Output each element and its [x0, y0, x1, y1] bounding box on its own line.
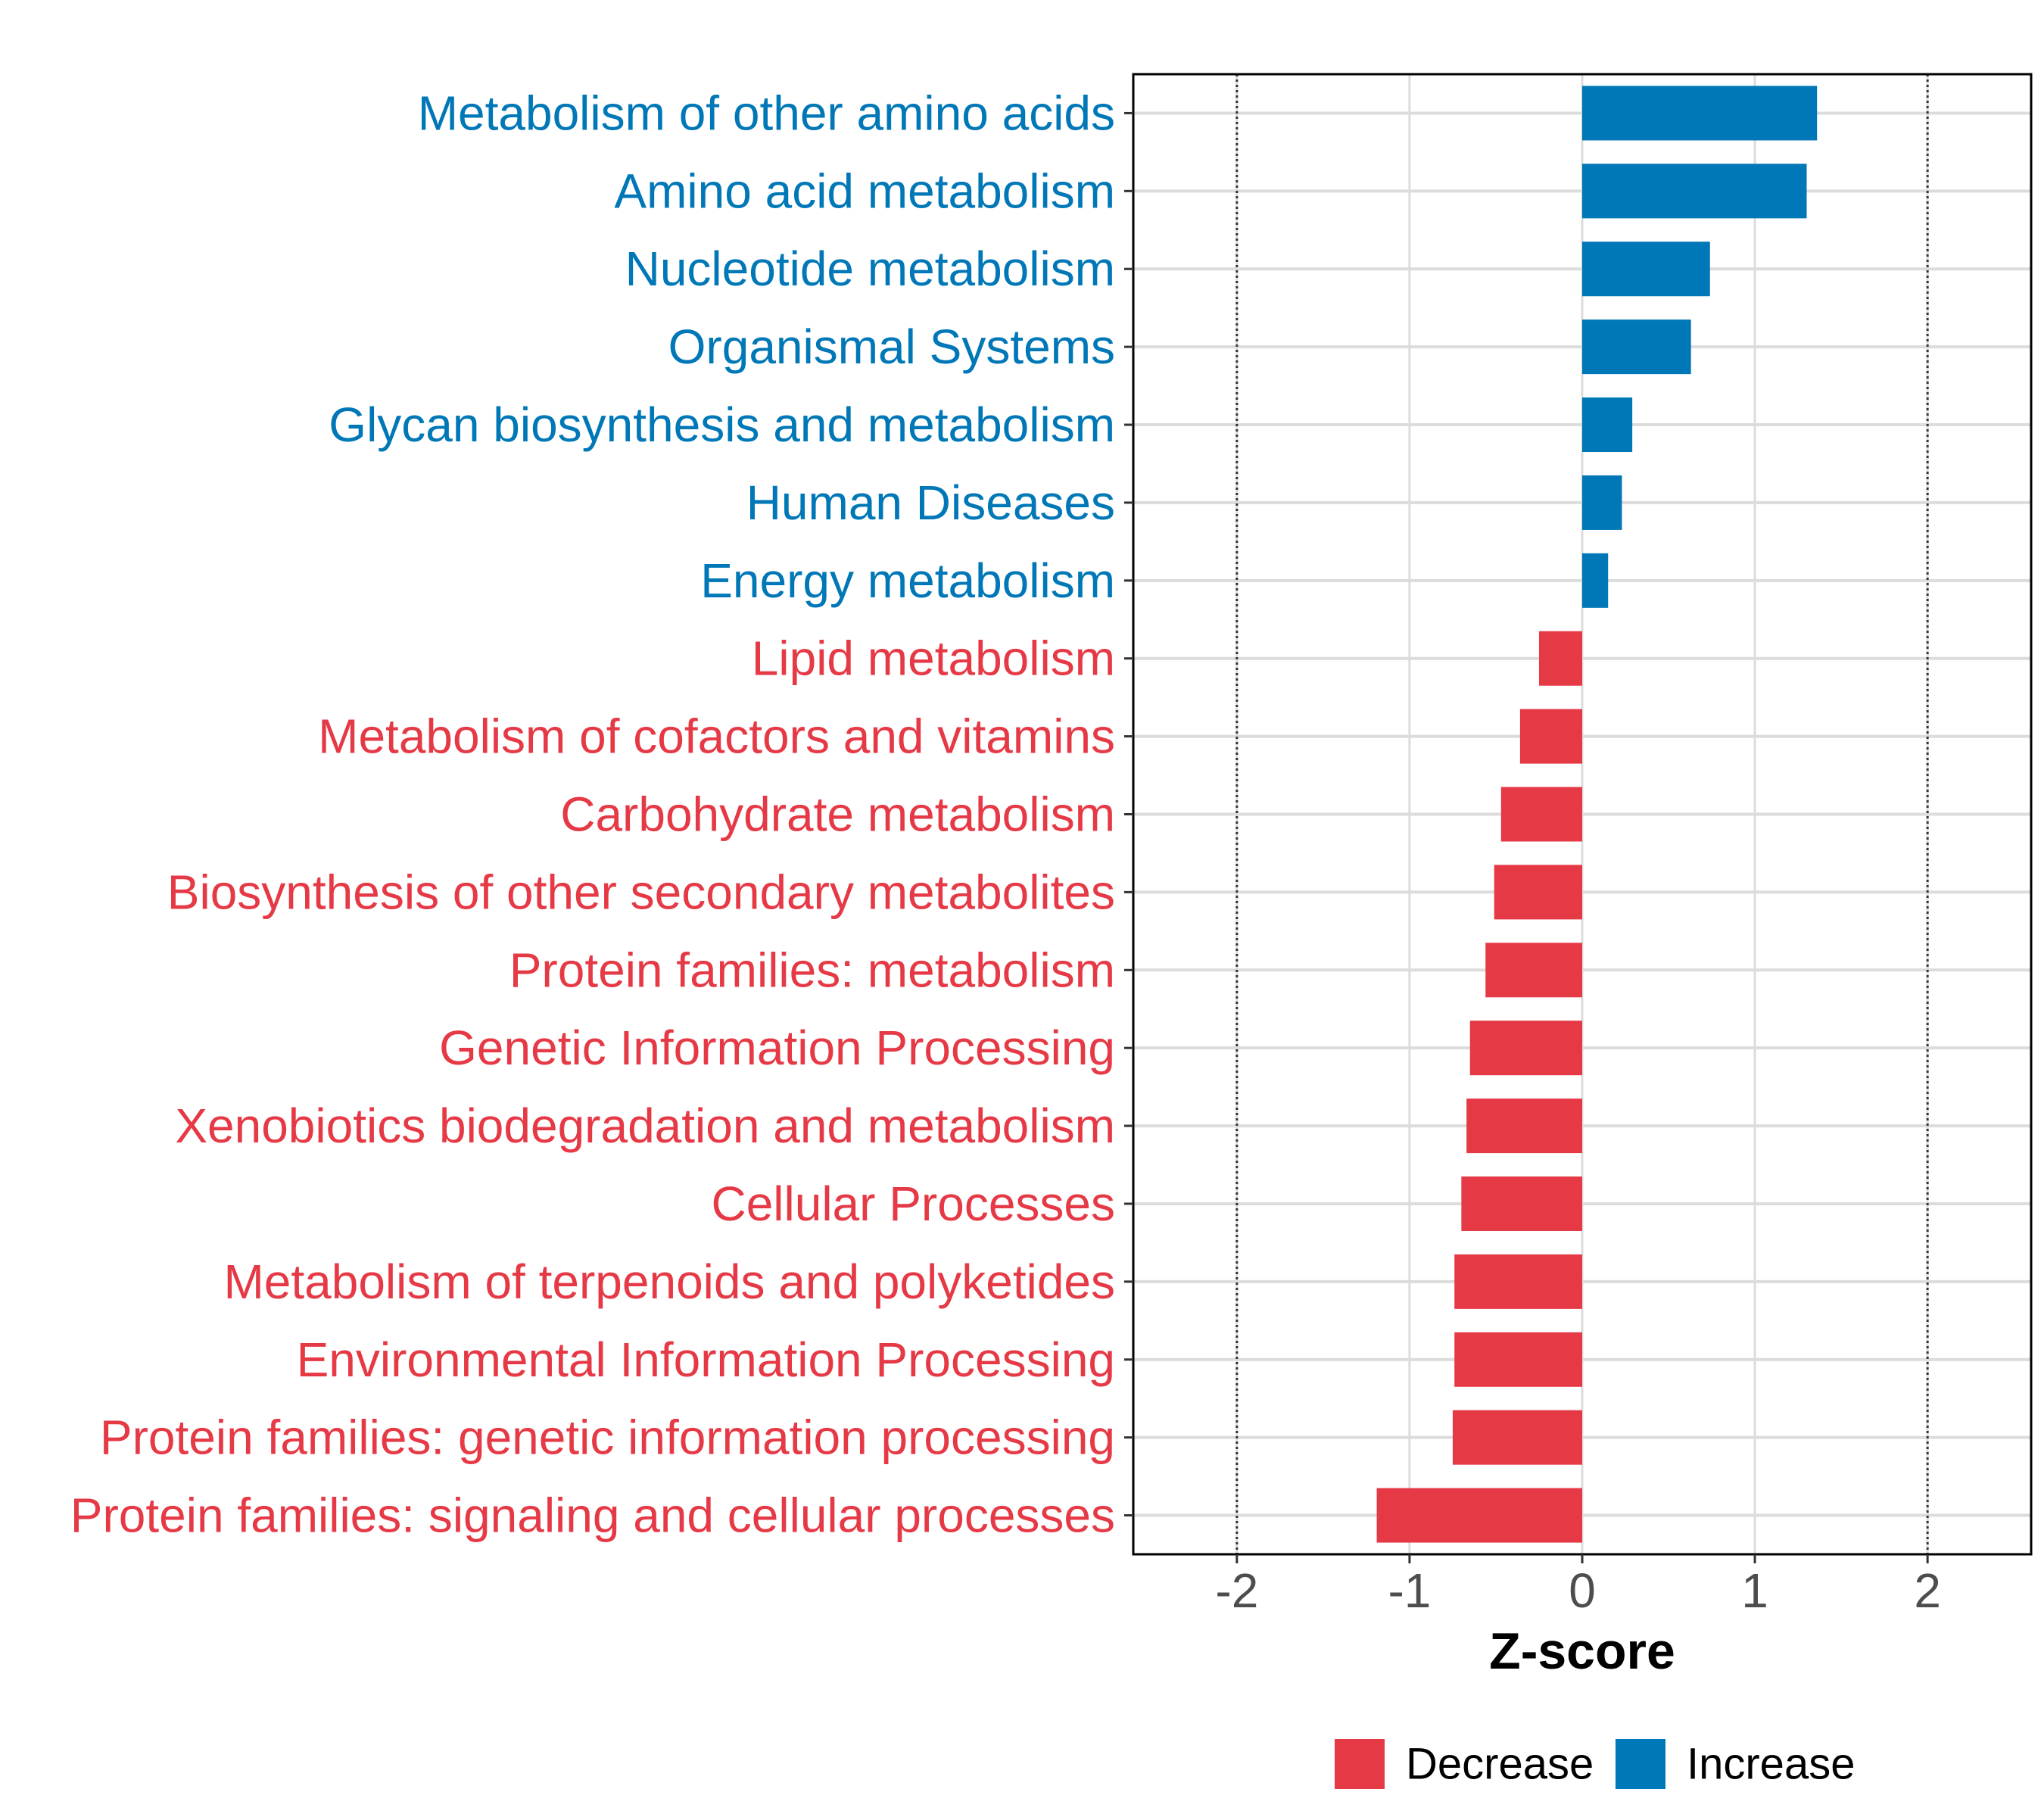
category-label: Lipid metabolism — [752, 631, 1115, 686]
category-label: Metabolism of cofactors and vitamins — [318, 709, 1115, 764]
category-label: Metabolism of terpenoids and polyketides — [223, 1254, 1115, 1309]
bar — [1494, 865, 1582, 920]
bar — [1452, 1410, 1582, 1465]
bar — [1485, 943, 1582, 998]
category-label: Environmental Information Processing — [297, 1332, 1115, 1387]
category-label: Biosynthesis of other secondary metaboli… — [167, 865, 1115, 919]
bar — [1454, 1254, 1582, 1309]
bar — [1538, 631, 1582, 686]
category-label: Protein families: signaling and cellular… — [70, 1488, 1115, 1543]
category-label: Glycan biosynthesis and metabolism — [329, 397, 1115, 452]
category-label: Organismal Systems — [668, 319, 1115, 374]
legend-key-increase — [1616, 1739, 1665, 1789]
x-tick-label: 1 — [1741, 1563, 1768, 1618]
bars — [1376, 86, 1818, 1543]
bar — [1376, 1488, 1582, 1543]
bar — [1582, 319, 1691, 375]
bar — [1519, 709, 1582, 764]
category-label: Nucleotide metabolism — [625, 242, 1115, 296]
legend: Decrease Increase — [1335, 1739, 1855, 1789]
category-label: Xenobiotics biodegradation and metabolis… — [175, 1099, 1115, 1153]
legend-label-increase: Increase — [1687, 1740, 1855, 1789]
category-label: Amino acid metabolism — [614, 164, 1115, 218]
bar — [1469, 1021, 1582, 1076]
legend-label-decrease: Decrease — [1406, 1740, 1594, 1789]
bar — [1582, 475, 1622, 530]
x-tick-label: 0 — [1569, 1563, 1596, 1618]
x-tick-label: 2 — [1914, 1563, 1941, 1618]
x-axis-ticks: -2 -1 0 1 2 — [1215, 1554, 1941, 1618]
bar — [1500, 787, 1582, 842]
category-label: Protein families: metabolism — [509, 943, 1115, 997]
x-tick-label: -2 — [1215, 1563, 1258, 1618]
bar — [1582, 242, 1710, 297]
bar — [1582, 86, 1818, 141]
x-axis-title: Z-score — [1489, 1622, 1675, 1680]
bar — [1582, 164, 1807, 219]
category-label: Cellular Processes — [711, 1177, 1115, 1231]
category-label: Human Diseases — [746, 475, 1115, 530]
y-axis-category-labels: Metabolism of other amino acids Amino aci… — [70, 86, 1115, 1542]
bar — [1454, 1332, 1582, 1387]
bar — [1461, 1176, 1582, 1231]
bar — [1582, 397, 1633, 453]
category-label: Carbohydrate metabolism — [560, 787, 1115, 842]
category-label: Protein families: genetic information pr… — [100, 1410, 1115, 1465]
category-label: Energy metabolism — [700, 553, 1115, 608]
bar — [1466, 1099, 1582, 1154]
x-tick-label: -1 — [1388, 1563, 1431, 1618]
legend-key-decrease — [1335, 1739, 1385, 1789]
bar — [1582, 553, 1609, 608]
y-axis-ticks — [1124, 111, 1133, 1517]
category-label: Metabolism of other amino acids — [418, 86, 1115, 140]
category-label: Genetic Information Processing — [439, 1021, 1115, 1075]
